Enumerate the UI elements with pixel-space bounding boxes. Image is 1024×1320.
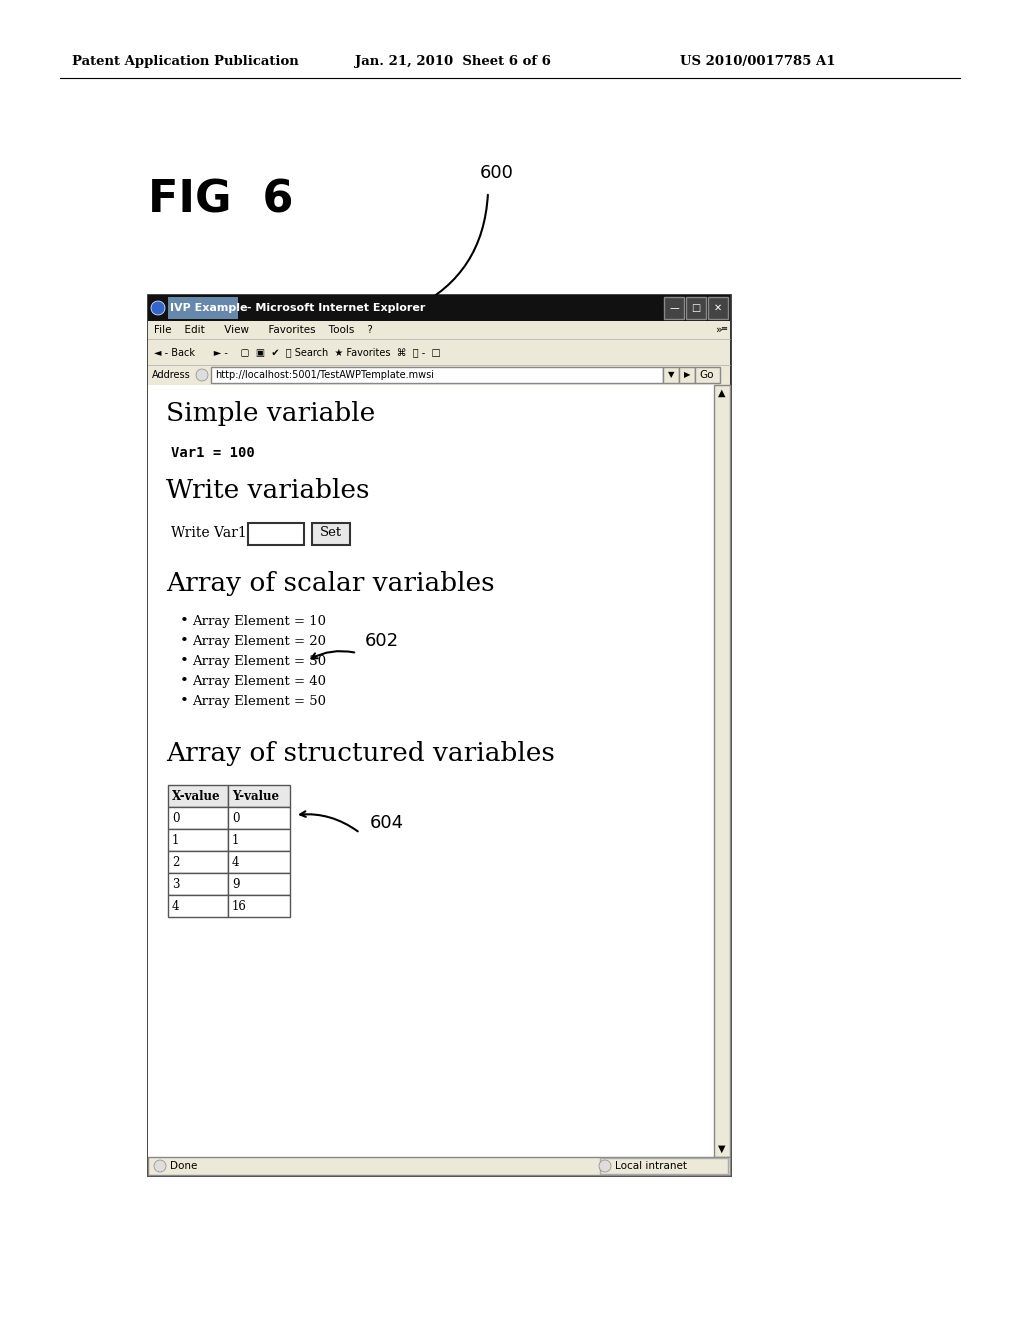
Text: ▼: ▼ <box>668 371 674 380</box>
Bar <box>168 785 228 807</box>
Bar <box>663 367 679 383</box>
Bar <box>148 294 730 1175</box>
Bar <box>168 851 228 873</box>
Text: Local intranet: Local intranet <box>615 1162 687 1171</box>
Text: Array Element = 30: Array Element = 30 <box>193 655 326 668</box>
Text: FIG  6: FIG 6 <box>148 178 294 222</box>
Bar <box>168 807 228 829</box>
Text: Array Element = 10: Array Element = 10 <box>193 615 326 627</box>
Text: 604: 604 <box>370 814 404 832</box>
Text: 16: 16 <box>232 899 247 912</box>
Text: 4: 4 <box>232 855 240 869</box>
Text: - Microsoft Internet Explorer: - Microsoft Internet Explorer <box>243 304 425 313</box>
Text: IVP Example: IVP Example <box>170 304 248 313</box>
Text: Done: Done <box>170 1162 198 1171</box>
Bar <box>714 385 730 1158</box>
Bar <box>168 873 228 895</box>
Text: 1: 1 <box>172 833 179 846</box>
Text: □: □ <box>691 304 700 313</box>
Text: Write variables: Write variables <box>166 479 370 503</box>
Circle shape <box>599 1160 611 1172</box>
Text: •: • <box>180 634 188 648</box>
Bar <box>228 851 290 873</box>
Text: Var1 = 100: Var1 = 100 <box>171 446 255 459</box>
Bar <box>148 385 714 1158</box>
Text: •: • <box>180 694 188 708</box>
Bar <box>664 297 684 319</box>
Text: 0: 0 <box>172 812 179 825</box>
Text: ≡: ≡ <box>721 323 727 333</box>
Text: 600: 600 <box>480 164 514 182</box>
Text: File    Edit      View      Favorites    Tools    ?: File Edit View Favorites Tools ? <box>154 325 373 335</box>
Bar <box>168 297 238 319</box>
Bar <box>148 294 730 321</box>
Text: »: » <box>716 325 723 335</box>
Bar <box>168 829 228 851</box>
Text: Y-value: Y-value <box>232 789 280 803</box>
Text: 4: 4 <box>172 899 179 912</box>
Text: Write Var1:: Write Var1: <box>171 525 251 540</box>
Text: Array Element = 20: Array Element = 20 <box>193 635 326 648</box>
Text: Go: Go <box>699 370 715 380</box>
Text: —: — <box>669 304 679 313</box>
Text: ✕: ✕ <box>714 304 722 313</box>
Text: ▶: ▶ <box>684 371 690 380</box>
Text: Patent Application Publication: Patent Application Publication <box>72 55 299 69</box>
Bar <box>679 367 695 383</box>
Bar <box>148 1158 730 1175</box>
Text: •: • <box>180 653 188 668</box>
Text: Jan. 21, 2010  Sheet 6 of 6: Jan. 21, 2010 Sheet 6 of 6 <box>355 55 551 69</box>
Text: 3: 3 <box>172 878 179 891</box>
Text: Array of structured variables: Array of structured variables <box>166 741 555 766</box>
Text: X-value: X-value <box>172 789 220 803</box>
Bar <box>695 367 720 383</box>
Text: 602: 602 <box>365 632 399 649</box>
Text: Simple variable: Simple variable <box>166 400 375 425</box>
Text: •: • <box>180 675 188 688</box>
Bar <box>312 523 350 545</box>
Bar <box>228 829 290 851</box>
Bar <box>708 297 728 319</box>
Text: Address: Address <box>152 370 190 380</box>
Bar <box>248 523 304 545</box>
Bar <box>148 321 730 339</box>
Bar <box>148 366 730 385</box>
Bar <box>211 367 663 383</box>
Text: Array Element = 40: Array Element = 40 <box>193 675 326 688</box>
Bar <box>148 339 730 366</box>
Circle shape <box>154 1160 166 1172</box>
Bar <box>228 873 290 895</box>
Text: 0: 0 <box>232 812 240 825</box>
Text: •: • <box>180 614 188 628</box>
Text: ◄ - Back      ► -    ▢  ▣  ✔  ⌕ Search  ★ Favorites  ⌘  ⌗ -  □: ◄ - Back ► - ▢ ▣ ✔ ⌕ Search ★ Favorites … <box>154 347 440 356</box>
Bar <box>228 895 290 917</box>
Text: US 2010/0017785 A1: US 2010/0017785 A1 <box>680 55 836 69</box>
Circle shape <box>151 301 165 315</box>
Circle shape <box>196 370 208 381</box>
Text: 2: 2 <box>172 855 179 869</box>
Bar <box>228 785 290 807</box>
Text: Set: Set <box>319 527 342 540</box>
Text: ▲: ▲ <box>718 388 726 399</box>
Bar <box>686 297 706 319</box>
Text: 1: 1 <box>232 833 240 846</box>
Bar <box>228 807 290 829</box>
Bar <box>168 895 228 917</box>
Text: Array of scalar variables: Array of scalar variables <box>166 570 495 595</box>
Bar <box>600 1158 728 1173</box>
Text: 9: 9 <box>232 878 240 891</box>
Text: ▼: ▼ <box>718 1144 726 1154</box>
Text: Array Element = 50: Array Element = 50 <box>193 694 326 708</box>
Text: http://localhost:5001/TestAWPTemplate.mwsi: http://localhost:5001/TestAWPTemplate.mw… <box>215 370 434 380</box>
